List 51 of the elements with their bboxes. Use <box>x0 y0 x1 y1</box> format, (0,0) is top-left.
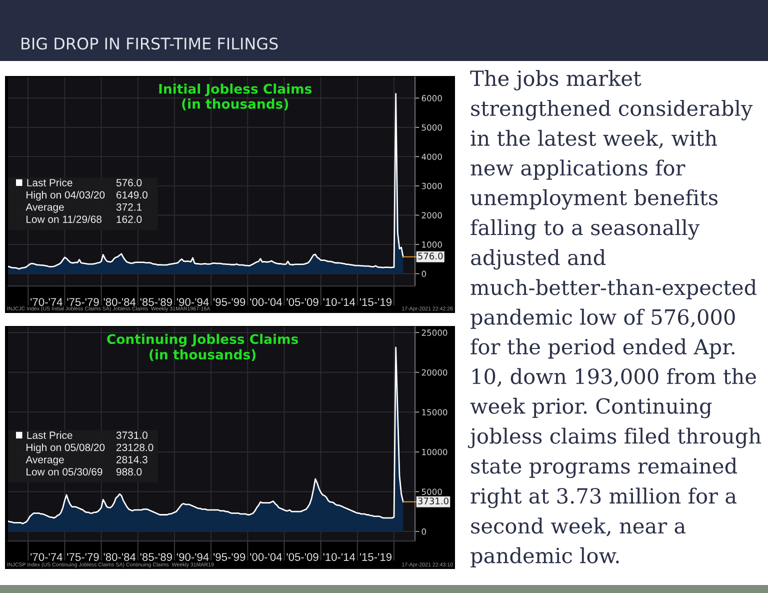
y-tick-label: 10000 <box>422 448 448 456</box>
x-tick-label: '00-'04 <box>250 298 282 306</box>
y-tick-label: 4000 <box>422 154 442 160</box>
text: Continuing Jobless Claims <box>107 334 298 347</box>
y-tick-label: 2000 <box>422 212 442 218</box>
text: Average 372.1 <box>26 203 142 213</box>
text: 576.0 <box>418 252 443 260</box>
x-tick-label: '90-'94 <box>177 553 209 561</box>
y-tick-label: 25000 <box>422 330 448 336</box>
legend-label: Last Price <box>27 178 72 186</box>
x-tick-label: '70-'74 <box>30 553 62 561</box>
x-tick-label: '85-'89 <box>140 298 172 306</box>
chart-title: Initial Jobless Claims <box>159 84 312 96</box>
x-tick-label: '75-'79 <box>67 553 99 561</box>
x-tick-label: '80-'84 <box>104 298 136 306</box>
text: Low on 11/29/68 162.0 <box>26 215 142 223</box>
x-tick-label: '75-'79 <box>67 298 99 306</box>
text: (in thousands) <box>150 349 256 362</box>
y-tick-label: 15000 <box>422 409 448 416</box>
y-tick-label: 0 <box>422 528 426 535</box>
text: Low on 05/30/69 988.0 <box>26 468 142 476</box>
y-tick-label: 6000 <box>422 95 442 102</box>
legend-label: Last Price <box>27 431 72 439</box>
x-tick-label: '10-'14 <box>323 298 356 306</box>
annotation: High on 05/08/20 23128.0 <box>26 443 154 454</box>
x-tick-label: '00-'04 <box>250 553 282 561</box>
text: (in thousands) <box>182 98 288 110</box>
text: 3731.0 <box>418 498 448 504</box>
x-tick-label: '70-'74 <box>30 298 62 306</box>
y-tick-label: 20000 <box>422 369 448 376</box>
x-tick-label: '15-'19 <box>360 298 392 306</box>
y-tick-label: 1000 <box>422 241 442 248</box>
annotation: High on 04/03/20 6149.0 <box>26 190 148 201</box>
text: Average 2814.3 <box>26 456 148 466</box>
x-tick-label: '85-'89 <box>140 553 172 561</box>
text: BIG DROP IN FIRST-TIME FILINGS <box>22 38 278 50</box>
x-tick-label: '95-'99 <box>214 553 246 561</box>
x-tick-label: '10-'14 <box>323 553 356 561</box>
y-tick-label: 0 <box>422 270 426 277</box>
x-tick-label: '05-'09 <box>286 553 318 561</box>
x-tick-label: '05-'09 <box>286 298 318 306</box>
x-tick-label: '90-'94 <box>177 298 209 306</box>
x-tick-label: '15-'19 <box>360 553 392 561</box>
x-tick-label: '95-'99 <box>214 298 246 306</box>
x-tick-label: '80-'84 <box>104 553 136 561</box>
y-tick-label: 5000 <box>422 124 442 131</box>
y-tick-label: 5000 <box>422 488 442 495</box>
y-tick-label: 3000 <box>422 182 442 190</box>
text: The jobs market strengthened considerably in the latest week, with new applications for unemployment benefits falling to a seasonally adjusted and much-better-than-expected pandemic low of 576,000 for the period ended Apr. 10, down 193,000 from the week prior. Continuing jobless claims filed through state programs remained right at 3.73 million for a second week, near a pandemic low. <box>468 70 762 568</box>
annotation: 3731.0 <box>116 432 148 439</box>
annotation: 576.0 <box>116 179 142 186</box>
